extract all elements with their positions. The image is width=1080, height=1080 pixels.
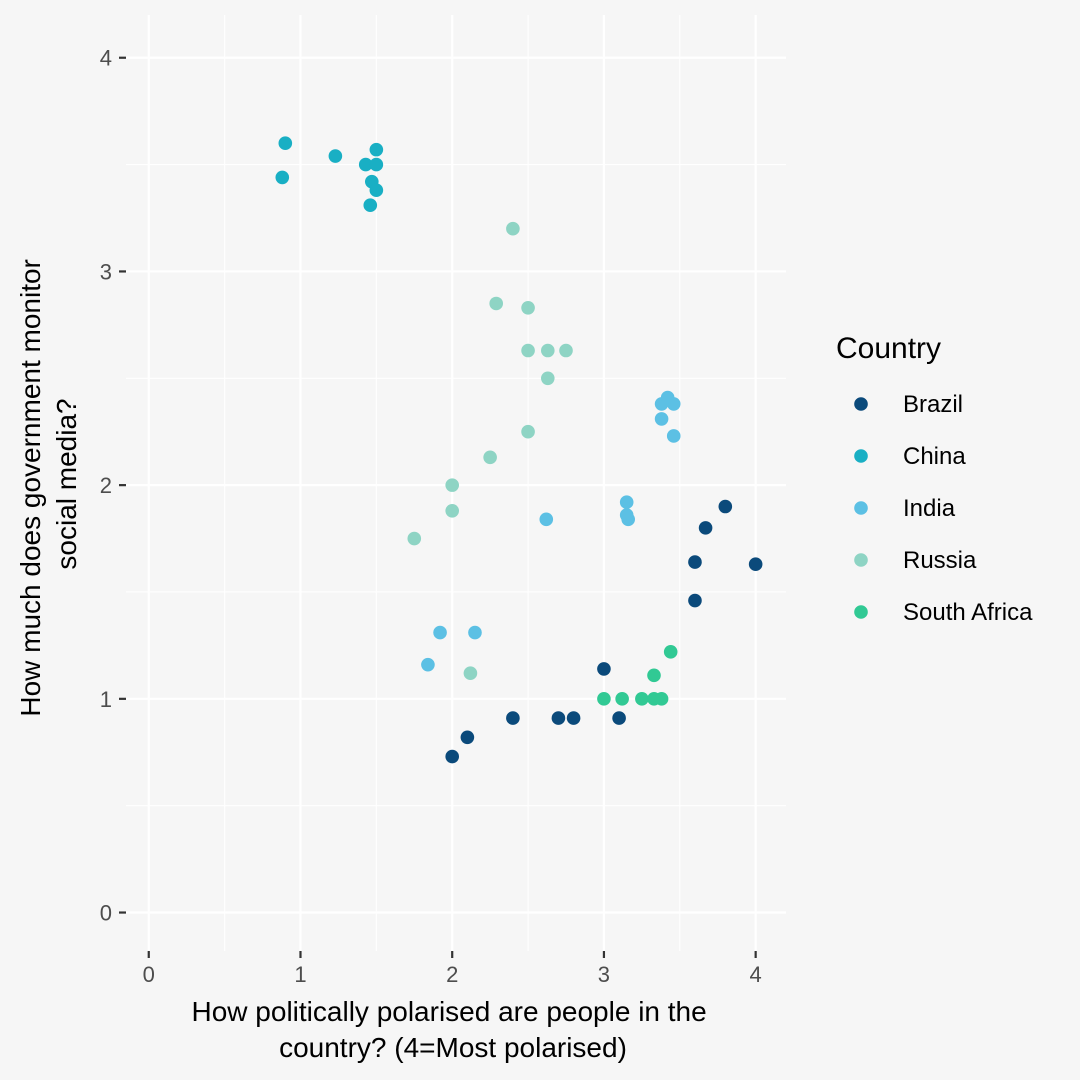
data-point-russia (463, 666, 478, 680)
data-point-russia (521, 343, 535, 358)
y-axis-title-line-2: social media? (51, 398, 82, 569)
x-tick-label: 0 (143, 962, 155, 987)
data-point-russia (540, 371, 555, 386)
data-point-russia (407, 531, 422, 546)
data-point-brazil (748, 557, 763, 572)
data-points (275, 136, 763, 764)
legend-key-russia (854, 553, 868, 567)
legend-label-brazil: Brazil (903, 391, 963, 418)
legend-label-russia: Russia (903, 547, 977, 574)
y-axis-title-line-1: How much does government monitor (15, 259, 46, 717)
data-point-china (369, 157, 384, 172)
legend-label-south-africa: South Africa (903, 599, 1033, 626)
data-point-south-africa (654, 692, 669, 706)
data-point-brazil (460, 730, 475, 745)
data-point-russia (445, 478, 460, 492)
data-point-brazil (698, 521, 713, 535)
data-point-brazil (688, 593, 702, 608)
legend-key-china (854, 449, 868, 463)
y-axis-ticks: 0 1 2 3 4 (100, 46, 126, 926)
data-point-india (621, 512, 636, 527)
data-point-brazil (688, 555, 702, 569)
legend-title: Country (836, 332, 941, 365)
x-tick-label: 2 (446, 962, 458, 987)
data-point-russia (521, 424, 535, 439)
x-axis-title-line-2: country? (4=Most polarised) (279, 1032, 627, 1063)
data-point-south-africa (635, 692, 649, 706)
data-point-south-africa (615, 692, 629, 706)
x-tick-label: 3 (598, 962, 610, 987)
data-point-brazil (612, 711, 626, 725)
data-point-india (619, 495, 634, 510)
data-point-india (539, 512, 554, 527)
data-point-russia (559, 343, 573, 358)
data-point-brazil (445, 749, 460, 764)
legend-key-india (854, 501, 868, 515)
data-point-russia (506, 221, 520, 236)
data-point-south-africa (647, 668, 661, 683)
y-tick-label: 2 (100, 473, 112, 498)
data-point-india (666, 397, 681, 411)
x-tick-label: 4 (750, 962, 762, 987)
data-point-russia (540, 343, 555, 358)
legend-key-south-africa (854, 605, 868, 619)
data-point-india (421, 657, 435, 672)
data-point-india (468, 625, 482, 640)
data-point-china (363, 198, 378, 212)
y-tick-label: 1 (100, 687, 112, 712)
data-point-brazil (597, 662, 611, 676)
data-point-brazil (551, 711, 566, 725)
data-point-china (328, 149, 343, 163)
legend-items: Brazil China India Russia South Africa (854, 391, 1033, 626)
data-point-south-africa (597, 692, 611, 706)
data-point-china (275, 170, 290, 185)
data-point-russia (483, 450, 497, 465)
legend-key-brazil (854, 397, 868, 411)
legend-label-india: India (903, 495, 956, 522)
data-point-russia (521, 300, 535, 315)
data-point-china (369, 183, 384, 198)
y-axis-title: How much does government monitor social … (15, 251, 82, 716)
x-tick-label: 1 (294, 962, 306, 987)
data-point-china (278, 136, 293, 151)
y-tick-label: 4 (100, 46, 112, 71)
data-point-brazil (506, 711, 520, 725)
data-point-india (654, 412, 669, 426)
y-tick-label: 3 (100, 259, 112, 284)
legend: Country Brazil China India Russia South Afri… (836, 332, 1033, 626)
y-tick-label: 0 (100, 901, 112, 926)
data-point-india (666, 429, 681, 443)
data-point-china (358, 157, 373, 172)
data-point-brazil (566, 711, 581, 725)
data-point-south-africa (663, 645, 678, 659)
data-point-china (369, 142, 384, 157)
legend-label-china: China (903, 443, 966, 470)
x-axis-title-line-1: How politically polarised are people in … (192, 996, 707, 1027)
data-point-brazil (718, 499, 733, 514)
data-point-india (433, 625, 447, 640)
x-axis-title: How politically polarised are people in … (192, 996, 715, 1063)
data-point-russia (489, 296, 504, 311)
x-axis-ticks: 0 1 2 3 4 (143, 951, 762, 987)
data-point-russia (445, 503, 460, 518)
